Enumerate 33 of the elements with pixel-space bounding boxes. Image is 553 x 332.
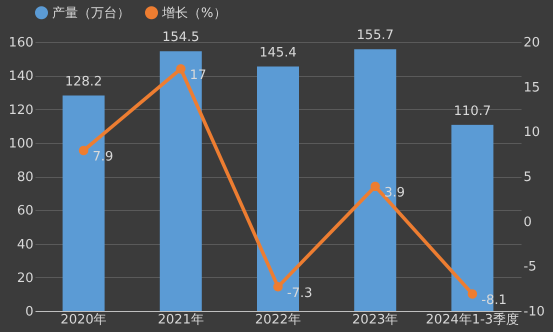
- y2-tick-label: 15: [524, 80, 540, 96]
- legend-label: 产量（万台）: [52, 6, 130, 21]
- y-tick-label: 160: [8, 36, 34, 50]
- y-tick-label: 120: [8, 102, 34, 118]
- y-tick-label: 20: [16, 270, 34, 286]
- point: [176, 64, 186, 74]
- y2-tick-label: 5: [524, 170, 532, 185]
- y-tick-label: 80: [16, 170, 34, 185]
- point: [78, 146, 88, 156]
- y2-tick-label: -5: [524, 260, 536, 275]
- point: [468, 289, 478, 299]
- data-label: 110.7: [454, 104, 492, 119]
- data-label: 145.4: [259, 46, 297, 61]
- y2-tick-label: 10: [524, 125, 540, 140]
- data-label: 128.2: [64, 74, 102, 90]
- y-tick-label: 60: [16, 204, 34, 219]
- y-tick-label: 0: [25, 304, 34, 320]
- point: [273, 282, 283, 292]
- x-tick-label: 2022年: [254, 312, 302, 328]
- y2-tick-label: 20: [524, 36, 540, 50]
- x-tick-label: 2021年: [158, 312, 204, 328]
- y-tick-label: 140: [8, 69, 34, 84]
- point: [370, 182, 380, 192]
- legend-label: 增长（%）: [161, 6, 226, 21]
- data-label: 154.5: [162, 30, 200, 46]
- y-tick-label: 100: [8, 136, 34, 152]
- x-tick-label: 2020年: [60, 312, 107, 328]
- x-tick-label: 2024年1-3季度: [426, 312, 520, 328]
- data-label: 155.7: [356, 28, 394, 44]
- y-tick-label: 40: [16, 237, 34, 252]
- y2-tick-label: 0: [524, 214, 532, 230]
- y2-tick-label: -10: [524, 304, 545, 320]
- x-tick-label: 2023年: [352, 312, 398, 328]
